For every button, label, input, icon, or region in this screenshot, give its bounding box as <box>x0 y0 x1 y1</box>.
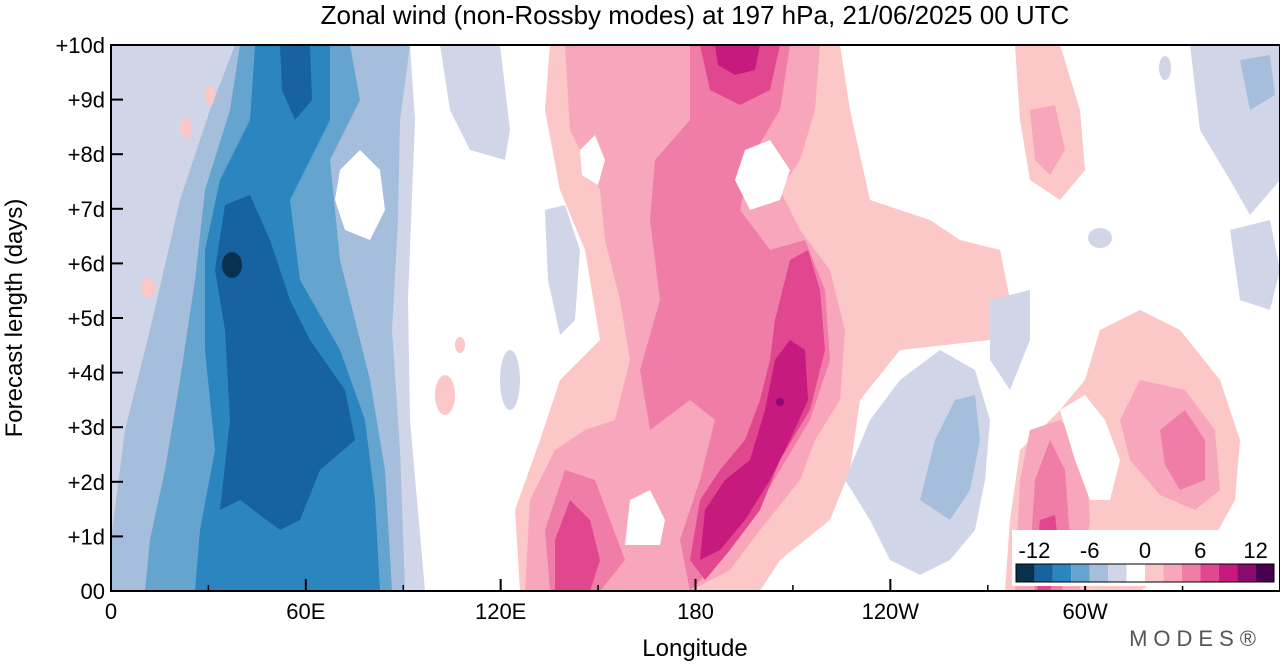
colorbar-label: 0 <box>1139 538 1151 563</box>
contour-neg-e5 <box>990 290 1030 390</box>
y-tick-label: +6d <box>68 251 105 276</box>
colorbar-swatch <box>1237 564 1256 582</box>
negative-band <box>111 45 425 591</box>
blob-5 <box>435 375 455 415</box>
contour-neg-10 <box>215 195 355 530</box>
y-axis-label: Forecast length (days) <box>1 199 28 438</box>
x-axis-label: Longitude <box>642 635 747 662</box>
colorbar-swatches <box>1015 563 1275 583</box>
contour-neg-e6 <box>1230 220 1280 310</box>
colorbar-labels: -12 -6 0 6 12 <box>1019 538 1268 563</box>
contour-pos-10 <box>700 340 808 560</box>
colorbar-swatch <box>1034 564 1053 582</box>
gap-atlantic <box>1060 395 1120 500</box>
colorbar: -12 -6 0 6 12 <box>1012 530 1276 586</box>
positive-band <box>515 45 1010 591</box>
gap-pos-band-b <box>735 140 790 210</box>
blob-4 <box>455 337 465 353</box>
colorbar-label: -12 <box>1019 538 1051 563</box>
contour-pos-a8 <box>1030 105 1065 175</box>
x-tick-label: 120W <box>862 599 920 624</box>
contour-neg-10b <box>280 45 312 120</box>
contour-neg-e2 <box>920 395 980 520</box>
y-axis: 00 +1d +2d +3d +4d +5d +6d +7d +8d +9d +10d <box>55 33 123 604</box>
y-tick-label: 00 <box>81 579 105 604</box>
x-tick-label: 120E <box>475 599 526 624</box>
contour-pos-8 <box>555 500 600 591</box>
colorbar-swatch <box>1163 564 1182 582</box>
blob-8 <box>500 350 520 410</box>
contour-neg-e4 <box>1240 55 1275 110</box>
colorbar-swatch <box>1255 564 1274 582</box>
blob-2 <box>180 118 192 138</box>
colorbar-swatch <box>1126 564 1145 582</box>
colorbar-swatch <box>1200 564 1219 582</box>
colorbar-swatch <box>1218 564 1238 582</box>
contour-pos-12 <box>776 398 784 406</box>
contour-neg-e7 <box>440 45 510 160</box>
colorbar-swatch <box>1089 564 1109 582</box>
y-tick-label: +2d <box>68 470 105 495</box>
gap-neg-band <box>335 150 385 240</box>
y-tick-label: +1d <box>68 524 105 549</box>
y-tick-label: +4d <box>68 361 105 386</box>
chart-title: Zonal wind (non-Rossby modes) at 197 hPa… <box>321 0 1070 30</box>
colorbar-label: -6 <box>1080 538 1100 563</box>
colorbar-frame <box>1015 563 1275 583</box>
y-tick-label: +8d <box>68 142 105 167</box>
contour-neg-12 <box>222 252 242 278</box>
y-tick-label: +10d <box>55 33 105 58</box>
heatmap-field <box>111 45 1280 591</box>
x-tick-label: 60E <box>286 599 325 624</box>
gap-pos-band <box>625 490 665 545</box>
colorbar-swatch <box>1016 564 1035 582</box>
y-tick-label: +9d <box>68 88 105 113</box>
y-tick-label: +5d <box>68 306 105 331</box>
x-tick-label: 60W <box>1063 599 1108 624</box>
y-tick-label: +7d <box>68 197 105 222</box>
colorbar-label: 6 <box>1194 538 1206 563</box>
colorbar-swatch <box>1071 564 1090 582</box>
y-tick-label: +3d <box>68 415 105 440</box>
blob-6 <box>1088 228 1112 248</box>
negative-patches <box>440 45 1280 575</box>
colorbar-swatch <box>1108 564 1127 582</box>
colorbar-label: 12 <box>1243 538 1267 563</box>
colorbar-swatch <box>1181 564 1201 582</box>
gap-pos-band-c <box>580 135 605 185</box>
x-tick-label: 180 <box>677 599 714 624</box>
blob-7 <box>1159 56 1171 80</box>
blob-1 <box>141 278 155 298</box>
contour-neg-e8 <box>545 205 580 335</box>
contour-pos-a5 <box>1160 410 1205 490</box>
colorbar-swatch <box>1145 564 1164 582</box>
x-axis: 0 60E 120E 180 120W 60W <box>105 579 1280 624</box>
blob-3 <box>205 85 215 105</box>
contour-pos-10b <box>715 45 760 75</box>
modes-logo: MODES® <box>1129 626 1262 651</box>
colorbar-swatch <box>1052 564 1072 582</box>
x-tick-label: 0 <box>105 599 117 624</box>
